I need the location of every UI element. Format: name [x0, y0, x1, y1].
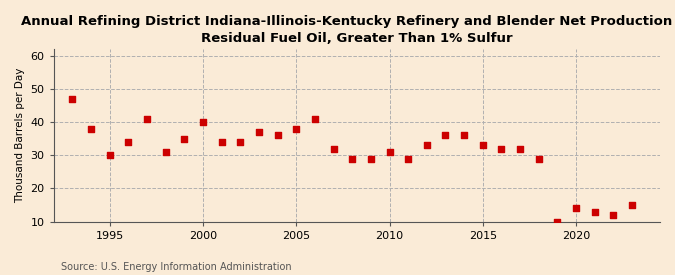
Title: Annual Refining District Indiana-Illinois-Kentucky Refinery and Blender Net Prod: Annual Refining District Indiana-Illinoi…: [22, 15, 675, 45]
Point: [179, 136, 190, 141]
Point: [235, 140, 246, 144]
Point: [347, 156, 358, 161]
Point: [104, 153, 115, 158]
Point: [403, 156, 414, 161]
Point: [589, 210, 600, 214]
Point: [533, 156, 544, 161]
Point: [421, 143, 432, 147]
Point: [86, 126, 97, 131]
Point: [198, 120, 209, 124]
Point: [459, 133, 470, 138]
Point: [67, 97, 78, 101]
Point: [309, 117, 320, 121]
Point: [552, 219, 563, 224]
Point: [477, 143, 488, 147]
Point: [608, 213, 619, 217]
Point: [384, 150, 395, 154]
Point: [291, 126, 302, 131]
Point: [514, 146, 525, 151]
Point: [160, 150, 171, 154]
Point: [440, 133, 451, 138]
Y-axis label: Thousand Barrels per Day: Thousand Barrels per Day: [15, 68, 25, 203]
Point: [254, 130, 265, 134]
Point: [123, 140, 134, 144]
Point: [216, 140, 227, 144]
Point: [496, 146, 507, 151]
Point: [142, 117, 153, 121]
Point: [272, 133, 283, 138]
Point: [365, 156, 376, 161]
Point: [626, 203, 637, 207]
Point: [570, 206, 581, 211]
Point: [328, 146, 339, 151]
Text: Source: U.S. Energy Information Administration: Source: U.S. Energy Information Administ…: [61, 262, 292, 272]
